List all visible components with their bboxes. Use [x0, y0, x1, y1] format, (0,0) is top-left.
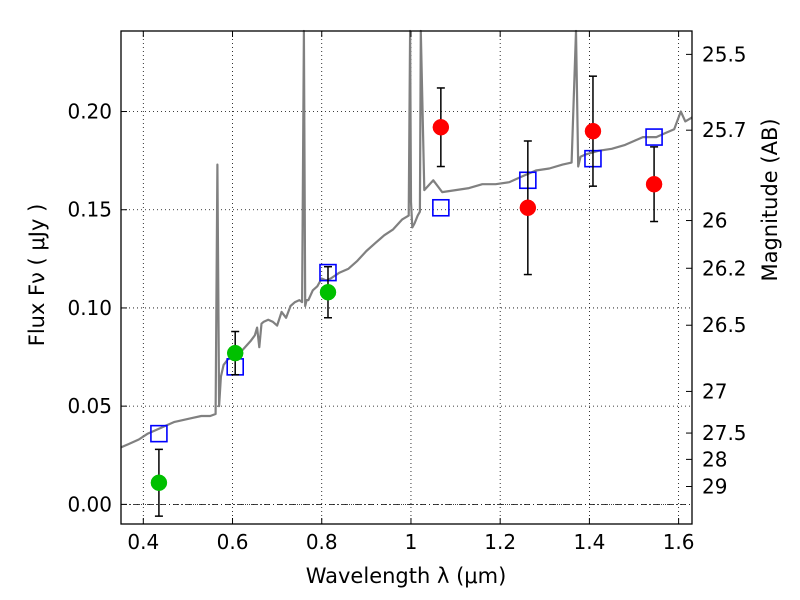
magnitude-tick-label: 27.5	[702, 421, 747, 445]
x-tick-label: 1.6	[663, 530, 695, 554]
x-tick-label: 1.2	[484, 530, 516, 554]
x-axis-label: Wavelength λ (μm)	[306, 564, 507, 588]
y-tick-label: 0.05	[67, 394, 112, 418]
observed-flux-point	[226, 344, 244, 362]
y-axis-label: Flux Fν ( μJy )	[25, 204, 49, 347]
magnitude-tick-label: 27	[702, 379, 727, 403]
y-tick-label: 0.10	[67, 296, 112, 320]
y-tick-label: 0.00	[67, 492, 112, 516]
model-photometry-square	[150, 424, 168, 443]
y-axis-label-right: Magnitude (AB)	[758, 118, 782, 281]
magnitude-tick-label: 26	[702, 209, 727, 233]
x-tick-label: 0.8	[306, 530, 338, 554]
marks-layer	[150, 75, 663, 517]
observed-flux-point	[319, 283, 337, 301]
x-tick-label: 0.6	[217, 530, 249, 554]
x-tick-label: 1	[405, 530, 418, 554]
grid-layer	[121, 31, 692, 524]
plot-frame	[120, 30, 693, 525]
sed-model-curve	[120, 29, 693, 449]
magnitude-tick-label: 26.2	[702, 256, 747, 280]
magnitude-tick-label: 29	[702, 474, 727, 498]
model-photometry-square	[645, 128, 663, 146]
sed-layer	[120, 29, 693, 449]
observed-flux-point	[645, 175, 663, 193]
magnitude-tick-label: 28	[702, 447, 727, 471]
magnitude-tick-label: 25.5	[702, 42, 747, 66]
magnitude-tick-label: 26.5	[702, 313, 747, 337]
observed-flux-point	[584, 122, 602, 140]
x-tick-label: 0.4	[127, 530, 159, 554]
observed-flux-point	[432, 118, 450, 136]
magnitude-tick-label: 25.7	[702, 118, 747, 142]
y-tick-label: 0.15	[67, 198, 112, 222]
observed-flux-point	[519, 199, 537, 217]
ticks-layer: 0.4 0.6 0.8 1 1.2 1.4 1.6 0.00 0.05 0.10 0.15 0.20 2…	[67, 31, 747, 554]
observed-flux-point	[150, 474, 168, 492]
x-tick-label: 1.4	[573, 530, 605, 554]
model-photometry-square	[432, 198, 450, 217]
y-tick-label: 0.20	[67, 100, 112, 124]
